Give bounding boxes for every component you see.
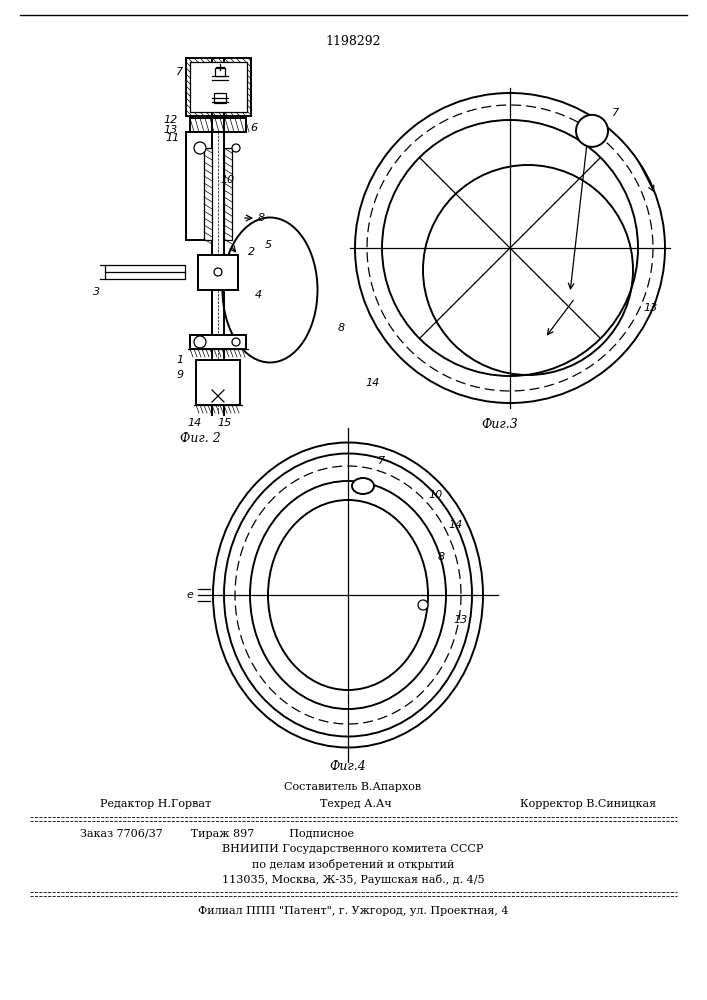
Text: 3: 3 [93, 287, 100, 297]
Text: 113035, Москва, Ж-35, Раушская наб., д. 4/5: 113035, Москва, Ж-35, Раушская наб., д. … [222, 874, 484, 885]
Text: Филиал ППП "Патент", г. Ужгород, ул. Проектная, 4: Филиал ППП "Патент", г. Ужгород, ул. Про… [198, 906, 508, 916]
Text: Фиг. 2: Фиг. 2 [180, 432, 221, 445]
Text: 12: 12 [164, 115, 178, 125]
Text: 13: 13 [453, 615, 467, 625]
Bar [196, 360, 240, 405]
Circle shape [194, 142, 206, 154]
Text: 5: 5 [265, 240, 272, 250]
Text: 7: 7 [378, 456, 385, 466]
Bar [204, 148, 212, 240]
Text: 8: 8 [438, 552, 445, 562]
Text: 11: 11 [165, 133, 180, 143]
Text: Составитель В.Апархов: Составитель В.Апархов [284, 782, 421, 792]
Text: 1198292: 1198292 [325, 35, 381, 48]
Bar [105, 265, 185, 279]
Text: 14: 14 [448, 520, 462, 530]
Text: Корректор В.Синицкая: Корректор В.Синицкая [520, 799, 656, 809]
Circle shape [576, 115, 608, 147]
Text: Фиг.3: Фиг.3 [481, 418, 518, 431]
Ellipse shape [352, 478, 374, 494]
Text: Техред А.Ач: Техред А.Ач [320, 799, 392, 809]
Circle shape [418, 600, 428, 610]
Text: 1: 1 [177, 355, 184, 365]
Bar [214, 93, 226, 103]
Text: 8: 8 [338, 323, 345, 333]
Text: 4: 4 [255, 290, 262, 300]
Bar [224, 148, 232, 240]
Text: e: e [186, 590, 193, 600]
Bar [186, 58, 251, 116]
Text: 10: 10 [428, 490, 443, 500]
Text: 2: 2 [248, 247, 255, 257]
Bar [190, 335, 246, 349]
Circle shape [232, 144, 240, 152]
Text: 7: 7 [612, 108, 619, 118]
Text: ВНИИПИ Государственного комитета СССР: ВНИИПИ Государственного комитета СССР [222, 844, 484, 854]
Text: 8: 8 [258, 213, 265, 223]
Circle shape [232, 338, 240, 346]
Text: 13: 13 [164, 125, 178, 135]
Text: Заказ 7706/37        Тираж 897          Подписное: Заказ 7706/37 Тираж 897 Подписное [80, 829, 354, 839]
Text: Редактор Н.Горват: Редактор Н.Горват [100, 799, 211, 809]
Text: 13: 13 [643, 303, 658, 313]
Text: 15: 15 [218, 418, 232, 428]
Ellipse shape [223, 218, 317, 362]
Bar [190, 62, 247, 112]
Text: 7: 7 [176, 67, 183, 77]
Text: 14: 14 [365, 378, 379, 388]
Circle shape [214, 268, 222, 276]
Circle shape [194, 336, 206, 348]
Text: 6: 6 [250, 123, 257, 133]
Text: Фиг.4: Фиг.4 [329, 760, 366, 773]
Text: по делам изобретений и открытий: по делам изобретений и открытий [252, 859, 454, 870]
Text: 14: 14 [188, 418, 202, 428]
Bar [190, 118, 246, 132]
Text: 10: 10 [220, 175, 234, 185]
Bar [215, 68, 225, 76]
Bar [198, 255, 238, 290]
Text: 9: 9 [177, 370, 184, 380]
